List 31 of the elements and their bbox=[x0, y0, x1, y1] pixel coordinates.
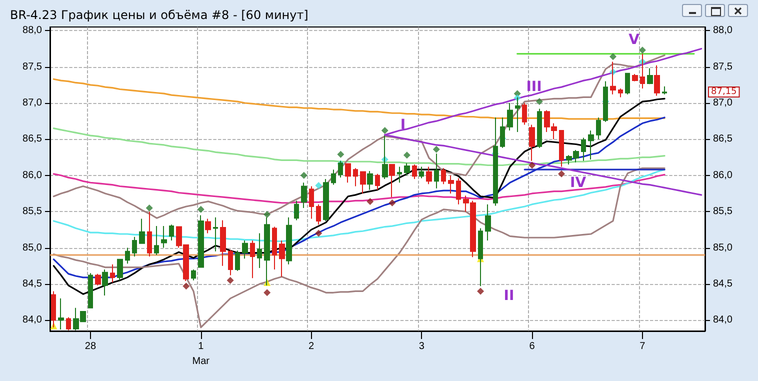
y2-tick-label: 84,5 bbox=[713, 278, 733, 290]
x-tick-label: 2 bbox=[308, 341, 314, 352]
x-tick-label: 1 Mar bbox=[192, 341, 210, 367]
y2-tick-label: 86,0 bbox=[713, 170, 733, 181]
annotation: III bbox=[526, 79, 542, 95]
y-tick-label: 88,0 bbox=[22, 25, 42, 36]
annotation: IV bbox=[570, 175, 586, 191]
x-tick-label: 7 bbox=[640, 341, 646, 352]
y-tick-label: 84,5 bbox=[22, 278, 42, 290]
y2-tick-label: 87,0 bbox=[713, 98, 733, 108]
x-tick-label: 3 bbox=[418, 341, 425, 352]
x-tick-label: 28 bbox=[84, 341, 96, 352]
chart-title: BR-4.23 График цены и объёма #8 - [60 минут] bbox=[10, 8, 308, 22]
y-tick-label: 86,5 bbox=[22, 134, 42, 145]
y-tick-label: 87,0 bbox=[22, 98, 42, 108]
annotation: II bbox=[504, 288, 514, 304]
y-tick-label: 86,0 bbox=[22, 170, 42, 181]
y2-tick-label: 88,0 bbox=[713, 25, 733, 36]
annotation: I bbox=[400, 117, 406, 133]
text: 87,15 bbox=[711, 87, 737, 97]
y-tick-label: 85,0 bbox=[22, 242, 42, 254]
y2-tick-label: 84,0 bbox=[713, 314, 733, 326]
x-tick-label: 6 bbox=[529, 341, 536, 352]
y2-tick-label: 85,0 bbox=[713, 242, 733, 254]
annotation: V bbox=[628, 32, 640, 48]
y2-tick-label: 87,5 bbox=[713, 61, 733, 72]
y-tick-label: 87,5 bbox=[22, 61, 42, 72]
y2-tick-label: 85,5 bbox=[713, 206, 733, 218]
y2-tick-label: 86,5 bbox=[713, 134, 733, 145]
y-tick-label: 84,0 bbox=[22, 314, 42, 326]
y-tick-label: 85,5 bbox=[22, 206, 42, 218]
